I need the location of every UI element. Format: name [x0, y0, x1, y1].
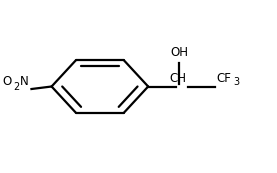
Text: O: O [2, 75, 11, 88]
Text: 2: 2 [14, 81, 20, 92]
Text: 3: 3 [233, 77, 239, 87]
Text: N: N [19, 75, 28, 88]
Text: CF: CF [217, 72, 231, 85]
Text: OH: OH [170, 46, 188, 59]
Text: CH: CH [169, 72, 186, 85]
